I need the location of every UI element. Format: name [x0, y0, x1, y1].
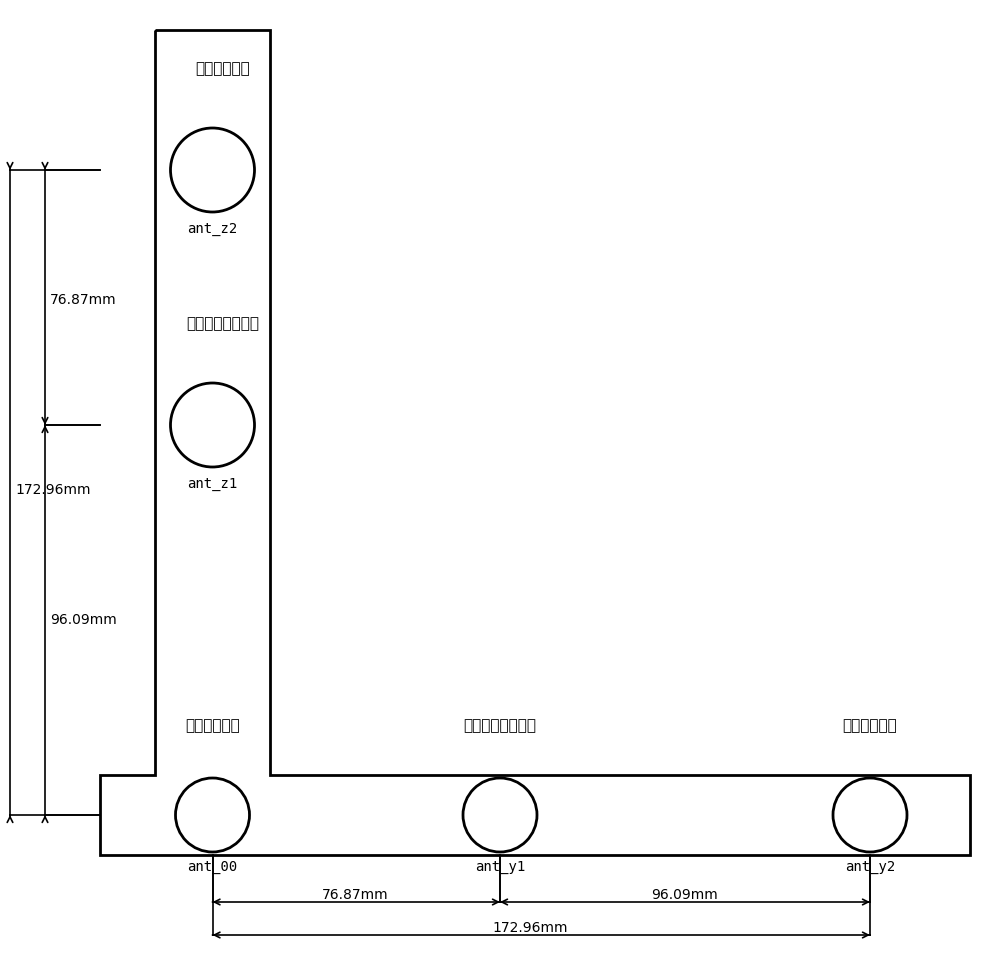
Text: 第三测角天线: 第三测角天线	[843, 718, 897, 733]
Text: 第二辅助测角天线: 第二辅助测角天线	[464, 718, 536, 733]
Text: ant_z2: ant_z2	[187, 222, 238, 236]
Text: 76.87mm: 76.87mm	[322, 888, 388, 902]
Text: 第一测角天线: 第一测角天线	[195, 61, 250, 76]
Text: 172.96mm: 172.96mm	[15, 483, 90, 497]
Text: ant_z1: ant_z1	[187, 477, 238, 491]
Text: ant_00: ant_00	[187, 860, 238, 874]
Text: 96.09mm: 96.09mm	[50, 613, 117, 627]
Text: 96.09mm: 96.09mm	[652, 888, 718, 902]
Text: 第二测角天线: 第二测角天线	[185, 718, 240, 733]
Text: ant_y1: ant_y1	[475, 860, 525, 874]
Text: 172.96mm: 172.96mm	[492, 921, 568, 935]
Text: 76.87mm: 76.87mm	[50, 293, 117, 307]
Text: ant_y2: ant_y2	[845, 860, 895, 874]
Text: 第一辅助测角天线: 第一辅助测角天线	[186, 316, 259, 331]
